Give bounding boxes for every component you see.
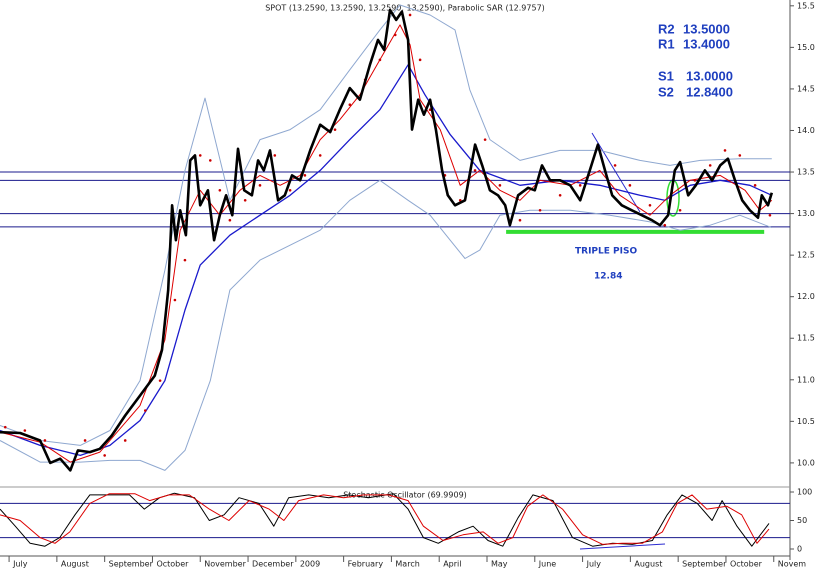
sar-dot (3, 425, 7, 429)
x-tick-label: 2009 (300, 560, 320, 569)
annotation: TRIPLE PISO (575, 247, 637, 257)
y-tick-label: 15.0 (797, 43, 815, 52)
sar-dot (23, 429, 27, 432)
y-tick-label: 11.5 (797, 334, 815, 343)
x-tick-label: October (730, 560, 763, 569)
sar-dot (693, 179, 697, 182)
x-tick-label: December (252, 560, 294, 569)
sar-dot (348, 103, 352, 107)
sar-dot (538, 208, 542, 212)
y-tick-label: 14.0 (797, 126, 815, 135)
sar-dot (518, 218, 522, 222)
y-tick-label: 13.5 (797, 168, 815, 177)
x-tick-label: April (443, 560, 461, 569)
x-tick-label: February (348, 560, 384, 569)
x-tick-label: November (204, 560, 246, 569)
sar-dot (173, 298, 177, 302)
pivot-value: 13.4000 (683, 36, 730, 51)
y-tick-label: 11.0 (797, 375, 815, 384)
sar-dot (393, 33, 397, 37)
y-tick-label: 12.5 (797, 251, 815, 260)
sar-dot (408, 13, 412, 17)
chart-title: SPOT (13.2590, 13.2590, 13.2590, 13.2590… (265, 4, 545, 13)
sar-dot (198, 154, 202, 157)
sar-dot (648, 203, 652, 207)
annotation: 12.84 (594, 272, 622, 282)
y-tick-label: 10.0 (797, 458, 815, 467)
sar-dot (738, 154, 742, 157)
pivot-value: 13.5000 (683, 21, 730, 36)
x-tick-label: October (156, 560, 189, 569)
sar-dot (578, 184, 582, 187)
sar-dot (258, 184, 262, 187)
pivot-value: 13.0000 (686, 68, 733, 83)
sar-dot (158, 379, 162, 382)
sar-dot (123, 439, 127, 442)
sar-dot (208, 159, 212, 162)
pivot-name: S1 (658, 68, 674, 83)
series-line (0, 64, 773, 457)
sar-dot (753, 184, 757, 187)
series-line (0, 179, 772, 471)
sar-dot (483, 138, 487, 141)
sar-dot (43, 439, 47, 442)
x-tick-label: August (634, 560, 662, 569)
sar-dot (288, 189, 292, 192)
chart-title: Stochastic Oscillator (69.9909) (343, 491, 467, 500)
sar-dot (498, 184, 502, 187)
sar-dot (183, 258, 187, 262)
sar-dot (83, 439, 87, 442)
series-line (0, 8, 774, 472)
sar-dot (378, 58, 382, 62)
x-tick-label: July (12, 560, 28, 569)
x-tick-label: March (395, 560, 419, 569)
x-tick-label: July (586, 560, 602, 569)
sar-dot (663, 223, 667, 227)
sar-dot (243, 198, 247, 202)
y-tick-label: 14.5 (797, 84, 815, 93)
trend-line (579, 543, 666, 550)
sar-dot (273, 154, 277, 157)
sar-dot (708, 164, 712, 167)
y-tick-label: 50 (797, 516, 807, 525)
y-tick-label: 10.5 (797, 417, 815, 426)
series-line (0, 4, 772, 446)
x-tick-label: September (682, 560, 727, 569)
y-tick-label: 100 (797, 488, 812, 497)
series-line (0, 492, 770, 547)
sar-dot (318, 154, 322, 157)
sar-dot (558, 193, 562, 197)
pivot-name: S2 (658, 84, 674, 99)
sar-dot (228, 218, 232, 222)
sar-dot (628, 184, 632, 187)
sar-dot (613, 164, 617, 167)
sar-dot (768, 213, 772, 217)
y-tick-label: 12.0 (797, 292, 815, 301)
sar-dot (723, 149, 727, 152)
sar-dot (333, 128, 337, 131)
pivot-name: R2 (658, 21, 675, 36)
sar-dot (218, 189, 222, 192)
series-line (0, 493, 770, 545)
x-tick-label: September (109, 560, 154, 569)
y-tick-label: 13.0 (797, 209, 815, 218)
sar-dot (473, 169, 477, 172)
pivot-name: R1 (658, 36, 675, 51)
y-tick-label: 15.5 (797, 1, 815, 10)
x-tick-label: August (61, 560, 89, 569)
x-tick-label: June (538, 560, 557, 569)
sar-dot (103, 454, 106, 457)
series-line (0, 24, 773, 463)
sar-dot (143, 409, 147, 412)
sar-dot (303, 174, 307, 177)
sar-dot (678, 208, 682, 212)
x-tick-label: Novem (778, 560, 807, 569)
y-tick-label: 0 (797, 545, 802, 554)
sar-dot (418, 58, 422, 62)
x-tick-label: May (491, 560, 508, 569)
pivot-value: 12.8400 (686, 84, 733, 99)
